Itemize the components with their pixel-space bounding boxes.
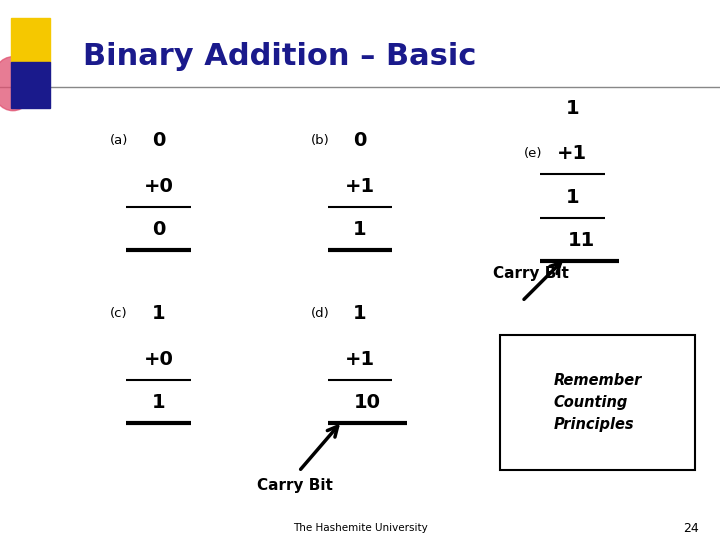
Text: The Hashemite University: The Hashemite University [292, 523, 428, 533]
Text: 1: 1 [152, 393, 165, 412]
Text: 1: 1 [566, 187, 579, 207]
Text: +1: +1 [557, 144, 588, 164]
Bar [11, 62, 50, 108]
Text: 1: 1 [566, 98, 579, 118]
Text: 11: 11 [567, 231, 595, 250]
Bar [11, 18, 50, 62]
Text: +1: +1 [345, 349, 375, 369]
Text: (e): (e) [523, 147, 542, 160]
Bar [500, 335, 695, 470]
Text: Binary Addition – Basic: Binary Addition – Basic [83, 42, 476, 71]
Text: 24: 24 [683, 522, 698, 535]
Text: 1: 1 [354, 303, 366, 323]
Text: (d): (d) [311, 307, 330, 320]
Text: 0: 0 [152, 131, 165, 150]
Text: 10: 10 [354, 393, 381, 412]
Text: Carry Bit: Carry Bit [257, 478, 333, 493]
Text: +0: +0 [143, 177, 174, 196]
Text: (a): (a) [109, 134, 128, 147]
Text: 1: 1 [354, 220, 366, 239]
Text: 0: 0 [152, 220, 165, 239]
Text: Remember
Counting
Principles: Remember Counting Principles [554, 373, 642, 432]
Text: +1: +1 [345, 177, 375, 196]
Text: +0: +0 [143, 349, 174, 369]
Text: 1: 1 [152, 303, 165, 323]
Text: (b): (b) [311, 134, 330, 147]
Text: Carry Bit: Carry Bit [493, 266, 569, 281]
Ellipse shape [0, 57, 35, 111]
Text: 0: 0 [354, 131, 366, 150]
Text: (c): (c) [110, 307, 127, 320]
